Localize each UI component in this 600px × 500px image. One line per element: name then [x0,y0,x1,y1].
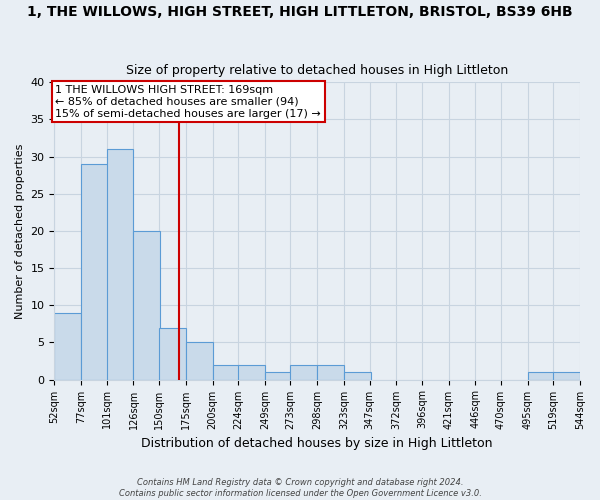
Bar [290,364,317,380]
Bar [81,164,108,380]
Bar [107,149,133,380]
Bar [212,364,239,380]
Bar [159,328,186,380]
Text: 1, THE WILLOWS, HIGH STREET, HIGH LITTLETON, BRISTOL, BS39 6HB: 1, THE WILLOWS, HIGH STREET, HIGH LITTLE… [27,5,573,19]
Bar [238,364,265,380]
Bar [317,364,344,380]
Text: 1 THE WILLOWS HIGH STREET: 169sqm
← 85% of detached houses are smaller (94)
15% : 1 THE WILLOWS HIGH STREET: 169sqm ← 85% … [55,86,321,118]
Bar [527,372,554,380]
Title: Size of property relative to detached houses in High Littleton: Size of property relative to detached ho… [126,64,508,77]
X-axis label: Distribution of detached houses by size in High Littleton: Distribution of detached houses by size … [142,437,493,450]
Bar [55,312,81,380]
Bar [553,372,580,380]
Bar [186,342,212,380]
Y-axis label: Number of detached properties: Number of detached properties [15,144,25,318]
Bar [265,372,292,380]
Bar [344,372,371,380]
Text: Contains HM Land Registry data © Crown copyright and database right 2024.
Contai: Contains HM Land Registry data © Crown c… [119,478,481,498]
Bar [133,231,160,380]
